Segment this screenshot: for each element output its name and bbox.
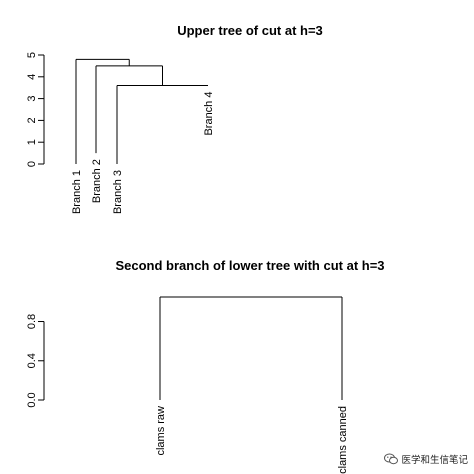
- y-tick-label: 1: [26, 139, 38, 145]
- y-axis: 0.0 0.4 0.8: [26, 314, 45, 408]
- dendrogram-links: [159, 296, 343, 400]
- watermark: 医学和生信笔记: [384, 452, 468, 466]
- y-axis: 0 1 2 3 4 5: [26, 52, 45, 167]
- y-tick-label: 4: [26, 74, 38, 80]
- leaf-label: Branch 2: [91, 159, 103, 203]
- y-tick-label: 2: [26, 117, 38, 123]
- leaf-label: clams raw: [155, 406, 167, 456]
- y-tick-label: 0.4: [26, 353, 38, 368]
- upper-tree-chart: Upper tree of cut at h=3 0 1 2 3 4 5 Branch 1…: [26, 23, 323, 214]
- y-tick-label: 0.8: [26, 314, 38, 329]
- leaf-label: Branch 1: [71, 170, 83, 214]
- leaf-label: clams canned: [337, 406, 349, 474]
- y-tick-label: 3: [26, 96, 38, 102]
- lower-tree-chart: Second branch of lower tree with cut at …: [26, 258, 385, 474]
- dendrogram-links: [75, 58, 208, 164]
- chart-title: Second branch of lower tree with cut at …: [115, 258, 384, 273]
- leaf-label: Branch 4: [203, 92, 215, 136]
- leaf-labels: clams raw clams canned: [155, 406, 349, 474]
- y-tick-label: 0.0: [26, 392, 38, 407]
- leaf-label: Branch 3: [112, 170, 124, 214]
- chart-title: Upper tree of cut at h=3: [177, 23, 323, 38]
- y-tick-label: 0: [26, 161, 38, 167]
- leaf-labels: Branch 1 Branch 2 Branch 3 Branch 4: [71, 92, 215, 215]
- watermark-text: 医学和生信笔记: [401, 455, 468, 466]
- wechat-logo-icon: [384, 453, 399, 465]
- y-tick-label: 5: [26, 52, 38, 58]
